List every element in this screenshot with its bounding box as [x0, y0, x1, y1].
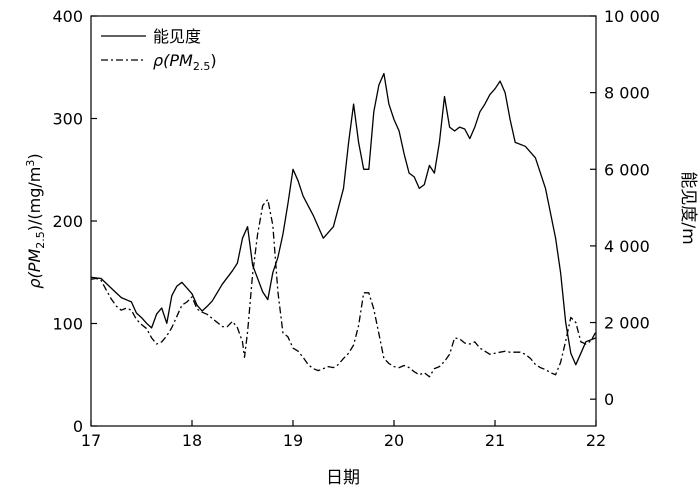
y-left-axis-ticks: 0 100 200 300 400	[52, 7, 97, 436]
y-right-tick-label: 6 000	[604, 160, 650, 179]
y-left-title-tail: )/(mg/m	[25, 167, 44, 232]
y-left-tick-label: 0	[73, 417, 83, 436]
legend: 能见度 ρ(PM2.5)	[101, 27, 217, 73]
legend-pm25-end: )	[210, 51, 216, 70]
x-tick-label: 21	[485, 431, 505, 450]
y-right-tick-label: 4 000	[604, 237, 650, 256]
legend-pm25-sub: 2.5	[193, 60, 211, 73]
y-left-tick-label: 300	[52, 110, 83, 129]
x-axis-title: 日期	[326, 468, 360, 488]
y-left-title-sup: 3	[24, 160, 37, 167]
x-tick-label: 17	[81, 431, 101, 450]
legend-pm25-main: ρ(PM	[153, 51, 193, 70]
y-left-tick-label: 100	[52, 315, 83, 334]
series-line-visibility	[90, 72, 597, 366]
legend-label-visibility: 能见度	[153, 27, 201, 46]
plot-frame	[90, 15, 597, 427]
x-tick-label: 22	[586, 431, 606, 450]
x-tick-label: 18	[182, 431, 202, 450]
y-right-tick-label: 10 000	[604, 7, 660, 26]
legend-label-pm25: ρ(PM2.5)	[153, 51, 217, 73]
y-right-tick-label: 2 000	[604, 314, 650, 333]
series-layer	[90, 72, 597, 378]
y-left-title-main: ρ(PM	[25, 249, 44, 289]
y-left-title-end: )	[25, 153, 44, 159]
y-right-tick-label: 0	[604, 390, 614, 409]
y-right-axis-title: 能见度/m	[678, 171, 698, 244]
x-axis-ticks: 17 18 19 20 21 22	[81, 420, 606, 450]
series-line-pm25	[90, 198, 597, 378]
y-left-tick-label: 400	[52, 7, 83, 26]
y-left-tick-label: 200	[52, 212, 83, 231]
y-right-axis-ticks: 0 2 000 4 000 6 000 8 000 10 000	[590, 7, 660, 409]
y-right-tick-label: 8 000	[604, 84, 650, 103]
y-left-axis-title: ρ(PM2.5)/(mg/m3)	[24, 153, 47, 288]
y-left-title-sub: 2.5	[34, 231, 47, 249]
x-tick-label: 19	[283, 431, 303, 450]
x-tick-label: 20	[384, 431, 404, 450]
